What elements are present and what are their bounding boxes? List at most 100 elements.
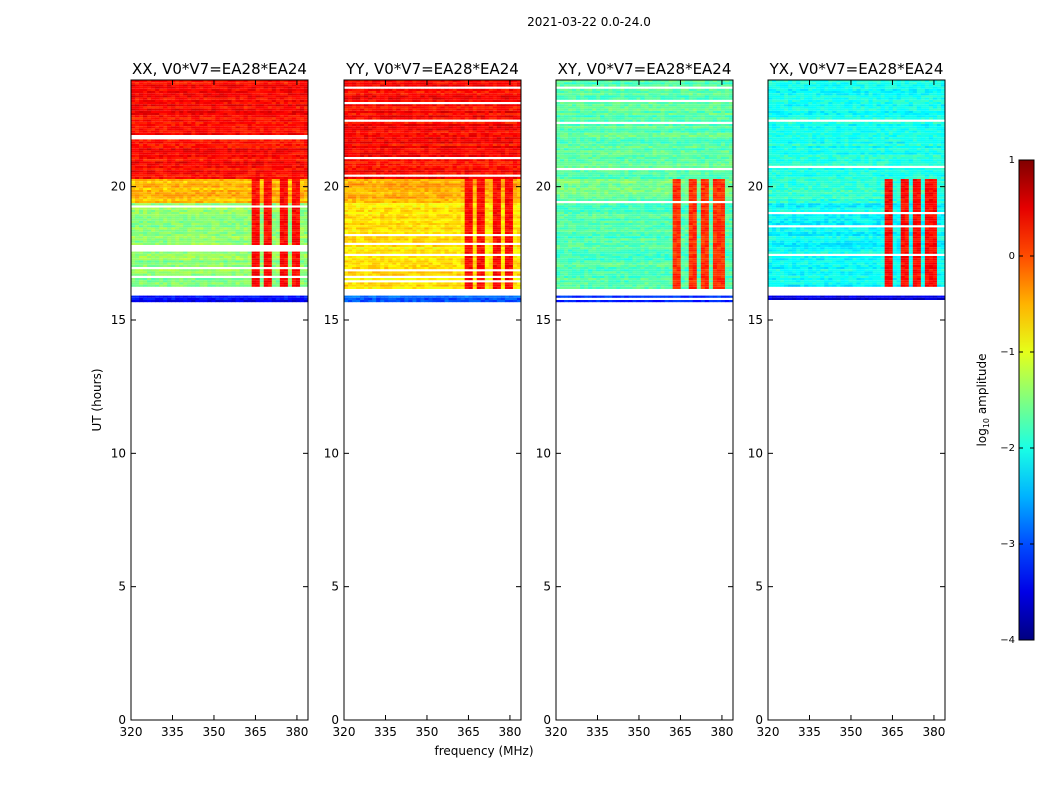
heatmap-cell (203, 229, 208, 232)
heatmap-cell (251, 240, 257, 243)
heatmap-cell (512, 104, 518, 107)
heatmap-cell (147, 168, 152, 171)
heatmap-cell (348, 128, 353, 131)
heatmap-cell (259, 187, 265, 190)
heatmap-cell (195, 273, 200, 276)
heatmap-cell (203, 282, 208, 285)
heatmap-cell (512, 108, 518, 111)
heatmap-cell (243, 209, 249, 212)
heatmap-cell (159, 251, 164, 254)
heatmap-cell (215, 282, 220, 285)
heatmap-cell (171, 278, 176, 281)
heatmap-cell (159, 223, 164, 226)
heatmap-cell (263, 220, 269, 223)
heatmap-cell (352, 108, 357, 111)
heatmap-cell (235, 152, 241, 155)
heatmap-cell (275, 227, 281, 230)
heatmap-cell (203, 240, 208, 243)
heatmap-cell (159, 82, 164, 85)
heatmap-cell (251, 119, 257, 122)
heatmap-cell (287, 273, 293, 276)
heatmap-cell (199, 146, 204, 149)
heatmap-cell (287, 238, 293, 241)
heatmap-cell (131, 152, 136, 155)
heatmap-cell (179, 99, 184, 102)
heatmap-cell (227, 139, 232, 142)
heatmap-cell (348, 137, 353, 140)
heatmap-cell (231, 179, 236, 182)
heatmap-cell (472, 135, 478, 138)
heatmap-cell (291, 271, 297, 274)
heatmap-cell (255, 163, 261, 166)
heatmap-cell (223, 280, 228, 283)
heatmap-cell (452, 93, 458, 96)
heatmap-cell (187, 297, 192, 300)
heatmap-cell (139, 119, 144, 122)
heatmap-cell (404, 132, 409, 135)
heatmap-cell (195, 300, 200, 303)
heatmap-cell (255, 143, 261, 146)
heatmap-cell (239, 212, 245, 215)
heatmap-cell (416, 97, 421, 100)
heatmap-cell (295, 115, 301, 118)
heatmap-cell (155, 271, 160, 274)
heatmap-cell (139, 128, 144, 131)
heatmap-cell (175, 176, 180, 179)
heatmap-cell (159, 253, 164, 256)
heatmap-cell (275, 91, 281, 94)
heatmap-cell (432, 128, 437, 131)
heatmap-cell (187, 229, 192, 232)
heatmap-cell (472, 82, 478, 85)
heatmap-cell (247, 99, 253, 102)
heatmap-cell (231, 251, 236, 254)
heatmap-cell (167, 196, 172, 199)
heatmap-cell (287, 240, 293, 243)
heatmap-cell (408, 84, 413, 87)
heatmap-cell (203, 218, 208, 221)
heatmap-cell (436, 99, 441, 102)
heatmap-cell (187, 113, 192, 116)
heatmap-cell (143, 278, 148, 281)
heatmap-cell (247, 91, 253, 94)
heatmap-cell (283, 225, 289, 228)
heatmap-cell (143, 227, 148, 230)
heatmap-cell (155, 203, 160, 206)
heatmap-cell (139, 181, 144, 184)
heatmap-cell (143, 174, 148, 177)
heatmap-cell (183, 185, 188, 188)
heatmap-cell (279, 192, 285, 195)
heatmap-cell (424, 128, 429, 131)
heatmap-cell (159, 115, 164, 118)
heatmap-cell (432, 108, 437, 111)
heatmap-cell (203, 124, 208, 127)
heatmap-cell (235, 295, 241, 298)
heatmap-cell (175, 181, 180, 184)
heatmap-cell (243, 143, 249, 146)
heatmap-cell (259, 143, 265, 146)
heatmap-cell (295, 262, 301, 265)
heatmap-cell (151, 185, 156, 188)
heatmap-cell (175, 271, 180, 274)
heatmap-cell (143, 148, 148, 151)
heatmap-cell (183, 172, 188, 175)
heatmap-cell (139, 95, 144, 98)
heatmap-cell (303, 238, 309, 241)
heatmap-cell (187, 172, 192, 175)
heatmap-cell (151, 152, 156, 155)
heatmap-cell (299, 240, 305, 243)
heatmap-cell (191, 115, 196, 118)
heatmap-cell (275, 141, 281, 144)
heatmap-cell (147, 132, 152, 135)
heatmap-cell (171, 223, 176, 226)
heatmap-cell (159, 231, 164, 234)
heatmap-cell (171, 242, 176, 245)
heatmap-cell (508, 82, 514, 85)
heatmap-cell (151, 201, 156, 204)
heatmap-cell (211, 91, 216, 94)
heatmap-cell (251, 194, 257, 197)
heatmap-cell (271, 234, 277, 237)
heatmap-cell (291, 256, 297, 259)
heatmap-cell (372, 104, 377, 107)
heatmap-cell (235, 284, 241, 287)
heatmap-cell (348, 93, 353, 96)
